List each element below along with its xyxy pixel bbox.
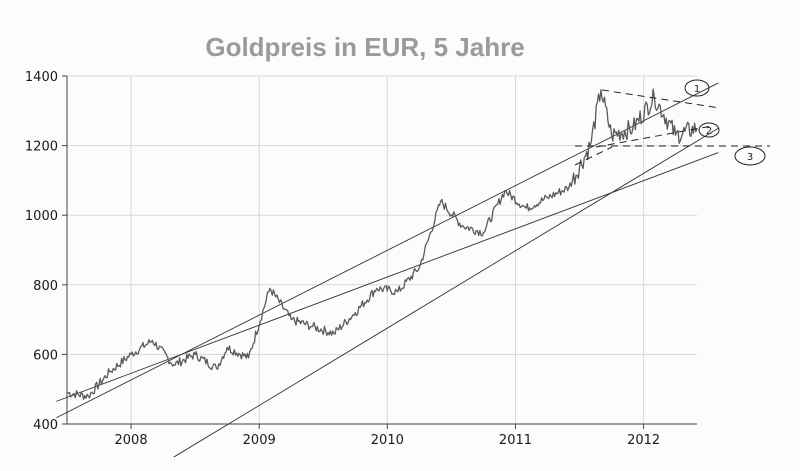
dashed-line-4 — [574, 146, 613, 166]
annotation-label: 3 — [747, 152, 753, 163]
annotation-circle — [698, 122, 720, 138]
dashed-line-1 — [601, 89, 721, 109]
x-tick-label: 2008 — [115, 433, 148, 448]
price-line — [66, 88, 698, 400]
grid — [67, 75, 697, 425]
axes: 400 600 800 1000 1200 1400 2008 2009 2010 2011 201… — [25, 70, 697, 448]
y-tick-label: 1200 — [25, 140, 58, 155]
y-tick-label: 400 — [33, 418, 58, 433]
x-tick-label: 2010 — [371, 433, 404, 448]
y-tick-label: 800 — [33, 279, 58, 294]
y-tick-label: 1000 — [25, 209, 58, 224]
trend-line — [56, 82, 719, 419]
trend-line — [56, 152, 719, 402]
x-tick-label: 2012 — [627, 433, 660, 448]
annotation-circle — [684, 79, 710, 97]
x-tick-label: 2011 — [499, 433, 532, 448]
annotation-circle — [734, 146, 766, 166]
chart-title: Goldpreis in EUR, 5 Jahre — [205, 32, 524, 62]
x-tick-label: 2009 — [243, 433, 276, 448]
annotation-label: 1 — [694, 84, 700, 95]
dashed-line-2 — [595, 125, 713, 148]
annotation-label: 2 — [706, 126, 712, 137]
annotations: 1 2 3 — [574, 79, 770, 166]
series — [66, 88, 698, 400]
y-tick-label: 1400 — [25, 70, 58, 85]
trend-lines — [56, 82, 719, 458]
y-tick-label: 600 — [33, 348, 58, 363]
trend-line — [173, 127, 719, 458]
